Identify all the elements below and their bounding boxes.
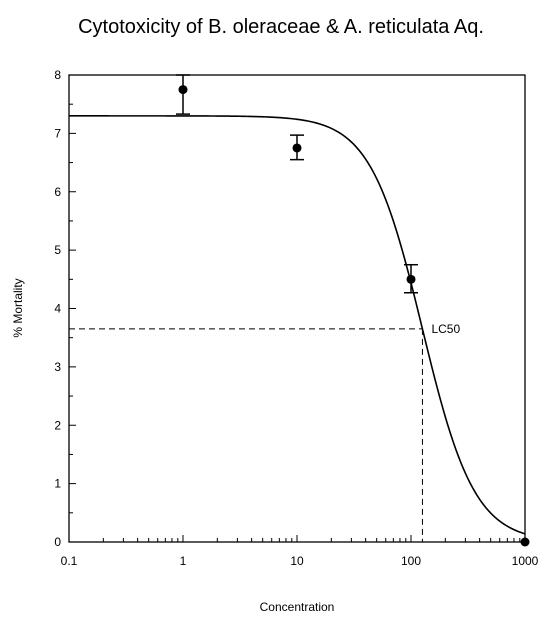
y-tick-label: 8 — [54, 68, 61, 82]
x-tick-label: 0.1 — [61, 554, 78, 568]
x-tick-label: 1 — [180, 554, 187, 568]
y-tick-label: 2 — [54, 418, 61, 432]
lc50-label: LC50 — [431, 322, 460, 336]
y-tick-label: 7 — [54, 126, 61, 140]
x-tick-label: 10 — [290, 554, 304, 568]
data-point — [406, 274, 416, 284]
x-tick-label: 1000 — [512, 554, 539, 568]
y-tick-label: 1 — [54, 477, 61, 491]
y-tick-label: 6 — [54, 185, 61, 199]
y-tick-label: 3 — [54, 360, 61, 374]
fit-curve — [69, 115, 526, 535]
data-point — [520, 537, 530, 547]
plot-area: 0 1 2 3 4 5 6 7 8 0.1 1 10 100 1000 LC50 — [54, 68, 538, 568]
data-point — [178, 85, 188, 95]
x-tick-label: 100 — [401, 554, 421, 568]
y-tick-label: 5 — [54, 243, 61, 257]
y-tick-label: 4 — [54, 302, 61, 316]
chart-title: Cytotoxicity of B. oleraceae & A. reticu… — [78, 16, 484, 38]
data-point — [292, 143, 302, 153]
y-tick-label: 0 — [54, 535, 61, 549]
y-axis-label: % Mortality — [11, 278, 25, 337]
x-axis-label: Concentration — [260, 600, 335, 614]
